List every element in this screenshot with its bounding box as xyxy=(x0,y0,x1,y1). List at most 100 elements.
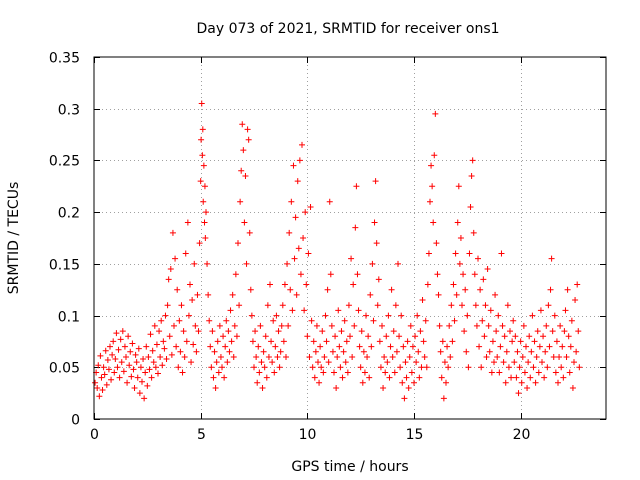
data-point xyxy=(123,353,129,360)
data-point xyxy=(338,328,345,335)
data-point xyxy=(328,322,335,329)
data-point xyxy=(271,369,278,376)
data-point xyxy=(501,333,508,340)
data-point xyxy=(311,374,318,381)
data-point xyxy=(290,162,297,169)
data-point xyxy=(531,338,538,345)
data-point xyxy=(406,353,413,360)
data-point xyxy=(341,317,348,324)
data-point xyxy=(377,364,384,371)
data-point xyxy=(493,328,500,335)
data-point xyxy=(239,121,246,128)
data-point xyxy=(431,152,438,159)
data-point xyxy=(177,348,184,355)
data-point xyxy=(215,369,222,376)
data-point xyxy=(256,369,263,376)
data-point xyxy=(176,317,183,324)
data-point xyxy=(523,343,529,350)
data-point xyxy=(573,348,580,355)
y-tick-label: 0.3 xyxy=(58,103,80,119)
data-point xyxy=(185,312,192,319)
data-point xyxy=(526,333,533,340)
data-point xyxy=(466,250,473,257)
data-point xyxy=(306,353,313,360)
data-point xyxy=(445,364,452,371)
data-point xyxy=(139,378,145,385)
data-point xyxy=(233,333,240,340)
data-point xyxy=(553,338,560,345)
data-point xyxy=(210,374,217,381)
data-point xyxy=(498,250,505,257)
data-point xyxy=(441,359,448,366)
data-point xyxy=(198,136,205,143)
data-point xyxy=(411,379,417,386)
data-point xyxy=(528,348,535,355)
data-point xyxy=(529,312,536,319)
data-point xyxy=(500,359,507,366)
data-point xyxy=(477,286,484,293)
data-point xyxy=(339,374,346,381)
data-point xyxy=(556,353,563,360)
data-point xyxy=(382,369,389,376)
data-point xyxy=(173,343,180,350)
data-point xyxy=(111,369,118,376)
data-point xyxy=(429,183,436,190)
data-point xyxy=(203,209,209,216)
data-point xyxy=(470,229,477,236)
data-point xyxy=(444,343,451,350)
data-point xyxy=(187,281,193,288)
data-point xyxy=(220,333,227,340)
data-point xyxy=(219,364,225,371)
data-point xyxy=(193,348,200,355)
data-point xyxy=(576,364,583,371)
data-point xyxy=(539,359,545,366)
data-point xyxy=(439,338,446,345)
data-point xyxy=(433,240,440,247)
data-point xyxy=(201,219,208,226)
y-tick-label: 0.25 xyxy=(49,154,80,170)
data-point xyxy=(305,250,312,257)
data-point xyxy=(150,359,157,366)
data-point xyxy=(440,395,447,402)
data-point xyxy=(117,336,124,343)
data-point xyxy=(564,286,571,293)
data-point xyxy=(211,348,218,355)
data-point xyxy=(373,240,380,247)
data-point xyxy=(541,374,548,381)
data-point xyxy=(242,172,249,179)
data-point xyxy=(365,333,372,340)
data-point xyxy=(317,343,324,350)
data-point xyxy=(561,328,568,335)
y-tick-label: 0.05 xyxy=(49,361,80,377)
data-point xyxy=(511,359,518,366)
x-tick-label: 5 xyxy=(197,427,206,443)
data-point xyxy=(484,266,491,273)
data-point xyxy=(131,384,138,391)
data-point xyxy=(575,328,582,335)
data-point xyxy=(212,384,219,391)
data-point xyxy=(213,359,220,366)
data-point xyxy=(205,291,212,298)
data-point xyxy=(489,338,496,345)
data-point xyxy=(403,374,410,381)
data-point xyxy=(141,395,148,402)
data-point xyxy=(181,353,188,360)
data-point xyxy=(352,224,359,231)
data-point xyxy=(258,359,265,366)
data-point xyxy=(542,348,549,355)
data-point xyxy=(251,364,257,371)
data-point xyxy=(383,333,390,340)
y-tick-label: 0.1 xyxy=(58,310,80,326)
data-point xyxy=(243,260,250,267)
data-point xyxy=(449,338,456,345)
data-point xyxy=(344,369,351,376)
data-point xyxy=(319,328,326,335)
data-point xyxy=(455,183,462,190)
data-point xyxy=(105,366,112,373)
data-point xyxy=(483,353,490,360)
data-point xyxy=(309,364,316,371)
data-point xyxy=(562,307,569,314)
data-point xyxy=(443,379,449,386)
data-point xyxy=(555,379,561,386)
data-point xyxy=(356,343,363,350)
